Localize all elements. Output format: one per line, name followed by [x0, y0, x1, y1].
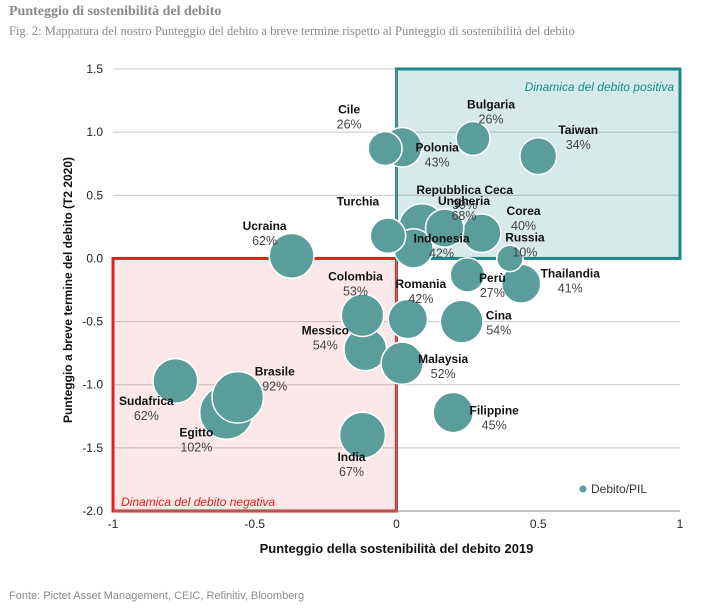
point-label: Turchia [337, 195, 380, 209]
chart-subtitle: Fig. 2: Mappatura del nostro Punteggio d… [9, 24, 575, 38]
x-axis-label: Punteggio della sostenibilità del debito… [260, 541, 534, 556]
point-value: 40% [511, 219, 536, 233]
y-tick-label: 0.5 [86, 188, 103, 202]
point-label: Brasile [255, 364, 295, 378]
point-value: 41% [558, 282, 583, 296]
y-tick-label: -2.0 [82, 504, 103, 518]
point-value: 10% [512, 245, 537, 259]
legend-marker [579, 485, 587, 493]
point-label: Thailandia [541, 267, 601, 281]
point-label: Bulgaria [467, 97, 515, 111]
point-value: 54% [486, 324, 511, 338]
bubble [432, 391, 475, 434]
bubble [455, 120, 491, 157]
bubble [387, 298, 429, 340]
bubble [380, 341, 424, 386]
point-label: Colombia [328, 269, 383, 283]
x-tick-label: 1 [677, 517, 684, 531]
point-label: Ungheria [438, 194, 490, 208]
point-value: 68% [451, 209, 476, 223]
point-value: 52% [431, 367, 456, 381]
x-tick-label: -0.5 [244, 517, 265, 531]
legend-label: Debito/PIL [591, 482, 647, 496]
bubble [338, 411, 387, 459]
point-value: 53% [343, 284, 368, 298]
point-value: 42% [408, 292, 433, 306]
point-label: Sudafrica [119, 394, 174, 408]
point-label: Messico [302, 323, 349, 337]
point-value: 42% [429, 246, 454, 260]
bubble [211, 370, 265, 424]
y-tick-label: 1.5 [86, 62, 103, 76]
bubble [495, 244, 524, 273]
x-tick-label: -1 [108, 517, 119, 531]
point-label: Polonia [415, 140, 459, 154]
point-label: Malaysia [418, 352, 468, 366]
x-tick-label: 0.5 [530, 517, 547, 531]
source-note: Fonte: Pictet Asset Management, CEIC, Re… [9, 590, 305, 602]
point-label: Egitto [179, 425, 213, 439]
bubble [367, 130, 403, 167]
point-value: 26% [479, 112, 504, 126]
point-value: 92% [262, 379, 287, 393]
y-tick-label: -0.5 [82, 315, 103, 329]
point-value: 67% [339, 465, 364, 479]
bubble [449, 256, 486, 293]
point-label: Cile [338, 103, 360, 117]
x-tick-label: 0 [393, 517, 400, 531]
point-label: Corea [507, 204, 541, 218]
y-axis-label: Punteggio a breve termine del debito (T2… [61, 157, 75, 423]
point-label: Russia [505, 230, 545, 244]
y-tick-label: 0.0 [86, 251, 103, 265]
point-value: 62% [252, 234, 277, 248]
point-value: 45% [482, 418, 507, 432]
y-tick-label: -1.5 [82, 441, 103, 455]
point-label: Repubblica Ceca [416, 183, 513, 197]
point-value: 27% [480, 286, 505, 300]
bubble [439, 299, 484, 344]
bubble [519, 137, 558, 176]
point-value: 54% [313, 338, 338, 352]
region-label-negative: Dinamica del debito negativa [121, 495, 275, 509]
bubble [369, 217, 407, 255]
point-label: Filippine [470, 403, 520, 417]
bubble [268, 232, 315, 280]
point-label: Taiwan [558, 123, 598, 137]
point-label: Indonesia [414, 231, 470, 245]
point-value: 102% [180, 440, 212, 454]
point-label: Perù [479, 271, 506, 285]
point-label: Cina [486, 309, 512, 323]
region-label-positive: Dinamica del debito positiva [525, 80, 675, 94]
point-label: Ucraina [243, 219, 287, 233]
point-value: 43% [425, 155, 450, 169]
y-tick-label: 1.0 [86, 125, 103, 139]
bubble [152, 357, 199, 405]
y-tick-label: -1.0 [82, 378, 103, 392]
point-value: 34% [566, 138, 591, 152]
point-value: 39% [452, 198, 477, 212]
point-label: India [337, 450, 365, 464]
point-label: Romania [395, 277, 446, 291]
bubble [340, 293, 385, 338]
point-value: 26% [337, 118, 362, 132]
chart-title: Punteggio di sostenibilità del debito [9, 4, 222, 19]
bubble [424, 208, 465, 249]
point-value: 62% [134, 409, 159, 423]
